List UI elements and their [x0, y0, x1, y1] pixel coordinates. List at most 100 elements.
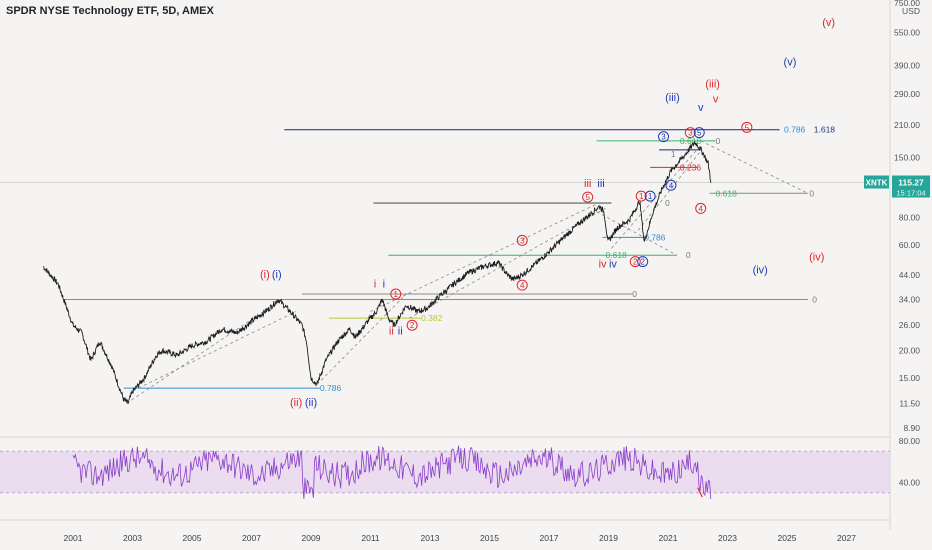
wave-label-iii-red: (iii): [705, 79, 720, 91]
wave-label-ii-small-red: ii: [389, 326, 394, 338]
circle-1-red-a-circle: [390, 288, 402, 300]
circle-1-blue-b: 1: [648, 192, 653, 201]
wave-label-i-red: (i): [260, 269, 270, 281]
time-tick-label: 2025: [778, 533, 797, 543]
rsi-line: [72, 445, 712, 500]
price-tick-label: 150.00: [894, 152, 920, 162]
wave-label-iii-blue: (iii): [665, 92, 680, 104]
fib-label-1618: 1.618: [814, 125, 836, 135]
wave-label-v-small-red: v: [713, 94, 719, 106]
circle-3-red-a-circle: [516, 234, 528, 246]
circle-4-blue-b: 4: [669, 181, 674, 190]
wave-label-ii-red: (ii): [290, 397, 302, 409]
fib-label-0-long: 0: [812, 295, 817, 305]
time-tick-label: 2009: [302, 533, 321, 543]
rsi-band: [0, 451, 890, 493]
circle-3-blue-b-circle: [658, 131, 670, 143]
time-tick-label: 2011: [361, 533, 380, 543]
rsi-tick-label: 40.00: [899, 477, 921, 487]
time-tick-label: 2001: [64, 533, 83, 543]
price-tick-label: 11.50: [899, 398, 920, 408]
channel-dash-3: [316, 293, 407, 385]
time-tick-label: 2019: [599, 533, 618, 543]
price-tick-label: 80.00: [899, 213, 921, 223]
last-price-label: 115.27: [898, 178, 924, 188]
fib-label-1: 1: [671, 150, 676, 159]
countdown-label: 15:17:04: [896, 189, 925, 198]
fib-label-0618-mid: 0.618: [606, 250, 628, 260]
time-tick-label: 2027: [837, 533, 856, 543]
circle-5-red-c-circle: [741, 121, 753, 133]
price-tick-label: 44.00: [899, 270, 921, 280]
price-tick-label: 390.00: [894, 61, 920, 71]
channel-dash-4: [370, 203, 597, 312]
wave-label-v-blue: (v): [784, 57, 797, 69]
fib-label-0382: 0.382: [421, 313, 443, 323]
circle-1-blue-b-circle: [644, 190, 656, 202]
price-tick-label: 34.00: [899, 295, 921, 305]
circle-4-red-c: 4: [698, 204, 703, 213]
circle-2-blue-b: 2: [640, 258, 645, 267]
channel-dash-1: [126, 299, 282, 404]
symbol-badge-label: XNTK: [866, 179, 888, 188]
circle-4-red-a: 4: [520, 281, 525, 290]
circle-5-red-a: 5: [585, 193, 590, 202]
circle-3-red-c: 3: [688, 129, 693, 138]
fib-label-0786-mid: 0.786: [644, 232, 666, 242]
rsi-tick-label: 80.00: [899, 436, 921, 446]
wave-label-i-blue: (i): [272, 269, 282, 281]
price-tick-label: 8.90: [903, 423, 920, 433]
currency-label: USD: [902, 6, 920, 16]
circle-2-red-a-circle: [406, 319, 418, 331]
channel-dash-8: [700, 140, 809, 194]
circle-4-blue-b-circle: [665, 179, 677, 191]
channel-dash-2: [138, 311, 297, 389]
wave-label-v-red: (v): [822, 17, 835, 29]
wave-label-iv-small-blue: iv: [609, 258, 617, 270]
price-tick-label: 750.00: [894, 0, 920, 8]
price-tick-label: 290.00: [894, 89, 920, 99]
circle-2-red-b: 2: [633, 258, 638, 267]
wave-label-iv-small-red: iv: [599, 258, 607, 270]
wave-label-v-small-blue: v: [698, 102, 704, 114]
circle-2-red-b-circle: [629, 256, 641, 268]
fib-label-0236: 0.236: [680, 162, 702, 172]
channel-dash-6: [611, 145, 702, 249]
fib-label-0786-top: 0.786: [784, 125, 806, 135]
wave-label-iv-blue: (iv): [753, 265, 768, 277]
fib-label-0-mid: 0: [665, 198, 670, 208]
circle-5-blue-c-circle: [693, 127, 705, 139]
time-tick-label: 2021: [659, 533, 678, 543]
wave-label-iv-red: (iv): [809, 252, 824, 264]
fib-label-0-right: 0: [809, 188, 814, 198]
time-tick-label: 2003: [123, 533, 142, 543]
wave-label-iii-small-red: iii: [584, 178, 591, 190]
circle-4-red-a-circle: [516, 279, 528, 291]
time-tick-label: 2005: [183, 533, 202, 543]
circle-5-blue-c: 5: [697, 129, 702, 138]
price-tick-label: 60.00: [899, 240, 921, 250]
fib-label-0618-right: 0.618: [716, 188, 738, 198]
circle-5-red-a-circle: [582, 191, 594, 203]
fib-label-0786-low: 0.786: [320, 383, 342, 393]
price-tick-label: 210.00: [894, 120, 920, 130]
price-tick-label: 15.00: [899, 373, 921, 383]
fib-label-0-top: 0: [716, 136, 721, 146]
circle-2-red-a: 2: [410, 321, 415, 330]
circle-4-red-c-circle: [695, 202, 707, 214]
price-tick-label: 20.00: [899, 345, 921, 355]
circle-1-red-a: 1: [394, 290, 399, 299]
price-tick-label: 550.00: [894, 28, 920, 38]
time-tick-label: 2023: [718, 533, 737, 543]
price-tick-label: 26.00: [899, 320, 921, 330]
wave-label-ii-small-blue: ii: [398, 326, 403, 338]
circle-5-red-c: 5: [745, 123, 750, 132]
time-tick-label: 2015: [480, 533, 499, 543]
wave-label-iii-small-blue: iii: [597, 178, 604, 190]
circle-3-blue-b: 3: [661, 133, 666, 142]
time-tick-label: 2013: [421, 533, 440, 543]
circle-3-red-a: 3: [520, 236, 525, 245]
time-tick-label: 2017: [540, 533, 559, 543]
price-series-line: [43, 140, 712, 405]
